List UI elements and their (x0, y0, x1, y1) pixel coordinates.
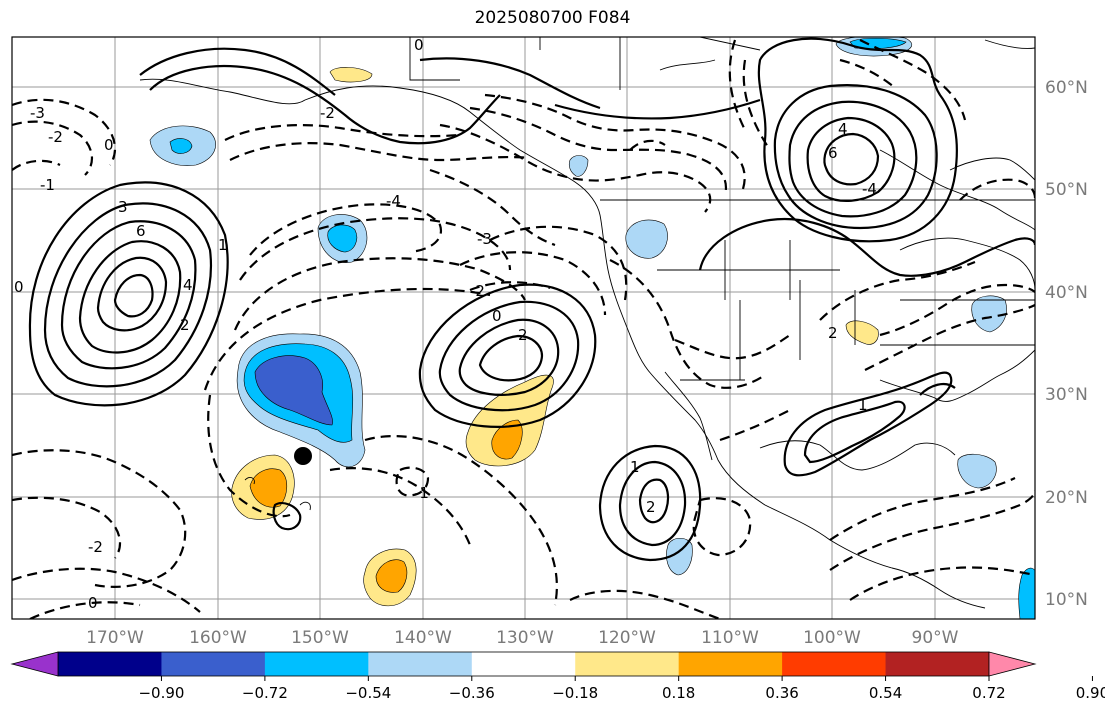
colorbar-tick-label: −0.18 (552, 684, 598, 702)
colorbar: −0.90 −0.72 −0.54 −0.36 −0.18 0.18 0.36 0.54 0.7… (10, 651, 1105, 702)
blue-anomaly-pacific-northwest (625, 219, 668, 259)
lon-label: 140°W (394, 628, 452, 648)
longitude-axis: 170°W 160°W 150°W 140°W 130°W 120°W 110°… (86, 628, 959, 648)
contour-label: -1 (414, 484, 429, 502)
colorbar-max-extend (988, 651, 1037, 677)
negative-contours (12, 39, 1035, 619)
contour-label: -1 (40, 176, 55, 194)
lon-label: 150°W (291, 628, 349, 648)
contour-label: 0 (104, 136, 114, 154)
contour-label: -2 (320, 104, 335, 122)
contour-label: 0 (14, 278, 24, 296)
contour-label-layer: -3 -2 -1 0 0 1 2 3 4 6 -4 -3 -2 0 2 -1 1… (14, 36, 877, 612)
coastlines (139, 37, 1035, 609)
lon-label: 120°W (598, 628, 656, 648)
contour-label: 1 (858, 396, 868, 414)
colorbar-segment (471, 652, 576, 676)
contour-label: 1 (630, 458, 640, 476)
contour-label: 2 (646, 498, 656, 516)
lon-label: 90°W (912, 628, 959, 648)
contour-label: 2 (518, 326, 528, 344)
contour-label: 0 (492, 307, 502, 325)
lon-label: 130°W (496, 628, 554, 648)
contour-label: 3 (118, 198, 128, 216)
map-title: 2025080700 F084 (474, 8, 631, 28)
contour-label: 1 (218, 236, 228, 254)
lon-label: 160°W (189, 628, 247, 648)
contour-label: 4 (183, 276, 193, 294)
contour-label: -3 (30, 104, 45, 122)
colorbar-segment (58, 652, 162, 676)
lon-label: 170°W (86, 628, 144, 648)
contour-label: 0 (88, 594, 98, 612)
colorbar-segment (264, 652, 369, 676)
colorbar-tick-label: −0.90 (138, 684, 184, 702)
contour-label: -4 (386, 192, 401, 210)
colorbar-tick-label: −0.72 (242, 684, 288, 702)
lat-label: 60°N (1045, 78, 1088, 98)
contour-label: 6 (828, 144, 838, 162)
colorbar-tick-label: 0.90 (1076, 684, 1105, 702)
contour-label: 2 (180, 316, 190, 334)
contour-label: 2 (828, 324, 838, 342)
contour-label: -2 (470, 282, 485, 300)
lon-label: 110°W (701, 628, 759, 648)
colorbar-tick-label: 0.36 (765, 684, 798, 702)
positive-contours (28, 37, 1035, 562)
storm-position-marker (294, 447, 312, 465)
colorbar-tick-label: −0.54 (345, 684, 391, 702)
lat-label: 30°N (1045, 385, 1088, 405)
colorbar-segment (885, 652, 990, 676)
contour-label: 6 (136, 222, 146, 240)
colorbar-min-extend (10, 651, 59, 677)
colorbar-tick-label: −0.36 (449, 684, 495, 702)
colorbar-segment (161, 652, 266, 676)
colorbar-segment (782, 652, 887, 676)
contour-label: -3 (477, 230, 492, 248)
map-frame (11, 36, 1036, 620)
colorbar-tick-label: 0.54 (869, 684, 902, 702)
contour-label: -2 (48, 128, 63, 146)
contour-label: 0 (414, 36, 424, 54)
latitude-axis: 60°N 50°N 40°N 30°N 20°N 10°N (1045, 78, 1088, 610)
colorbar-segment (575, 652, 680, 676)
colorbar-tick-label: 0.18 (662, 684, 695, 702)
contour-label: -2 (88, 538, 103, 556)
lat-label: 20°N (1045, 488, 1088, 508)
lat-label: 50°N (1045, 180, 1088, 200)
lat-label: 40°N (1045, 283, 1088, 303)
colorbar-segment (678, 652, 783, 676)
contour-label: -4 (862, 180, 877, 198)
colorbar-segment (368, 652, 473, 676)
contour-label: 4 (838, 120, 848, 138)
lon-label: 100°W (803, 628, 861, 648)
colorbar-tick-label: 0.72 (972, 684, 1005, 702)
lat-label: 10°N (1045, 590, 1088, 610)
